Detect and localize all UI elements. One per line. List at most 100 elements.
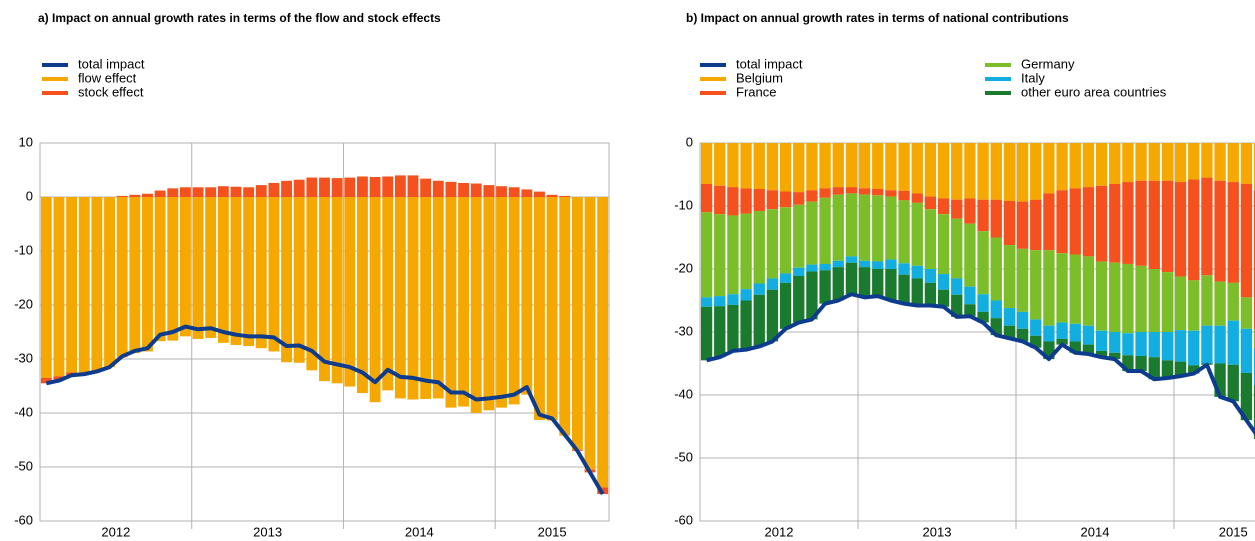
plot: -60 -50 -40 -30 -20 -10 0 10 2012 2013 2014 2015 tot… <box>14 56 610 539</box>
bar <box>205 197 217 338</box>
x-group-label: 2014 <box>1081 524 1110 539</box>
bar <box>1227 182 1239 283</box>
bar <box>584 197 596 470</box>
bar <box>534 191 545 197</box>
bar <box>951 278 963 295</box>
bar <box>832 143 844 188</box>
bar <box>1003 308 1016 326</box>
legend-label: Belgium <box>736 70 783 85</box>
bar <box>937 274 950 290</box>
legend-label: Germany <box>1021 56 1075 71</box>
bar <box>806 143 818 191</box>
bar <box>534 197 545 421</box>
bar <box>977 311 989 323</box>
bar <box>779 143 792 192</box>
bar <box>217 197 229 343</box>
bar <box>508 187 520 197</box>
bar <box>753 188 765 212</box>
bar <box>832 267 844 301</box>
bar <box>1109 332 1121 353</box>
bar <box>1161 272 1174 332</box>
bar <box>753 283 765 295</box>
bar <box>951 294 963 317</box>
y-tick-label: -50 <box>674 449 693 464</box>
bar <box>714 306 726 358</box>
bar <box>898 263 910 275</box>
y-tick-label: -40 <box>14 404 33 419</box>
bar <box>1043 250 1055 326</box>
bar <box>483 197 495 411</box>
bar <box>1227 364 1239 402</box>
bar <box>205 187 217 197</box>
bar <box>255 197 267 349</box>
bar <box>1148 357 1160 380</box>
bar <box>700 212 713 298</box>
bar <box>793 275 805 323</box>
y-tick-label: -30 <box>14 350 33 365</box>
bar <box>192 187 204 197</box>
legend-label: other euro area countries <box>1021 84 1167 99</box>
bar <box>766 190 779 210</box>
bar <box>753 143 765 189</box>
bar <box>885 269 897 301</box>
bar <box>911 193 923 203</box>
bar <box>559 197 571 436</box>
bar <box>1201 143 1213 178</box>
bar <box>369 197 381 403</box>
bar <box>937 289 950 307</box>
bar <box>806 190 818 202</box>
bar <box>53 197 65 377</box>
bar <box>546 197 558 421</box>
bar <box>1043 325 1055 342</box>
bar <box>1109 352 1121 360</box>
bar <box>78 197 90 373</box>
bar <box>766 289 779 342</box>
bar <box>845 262 858 295</box>
bar <box>1161 143 1174 181</box>
bar <box>356 176 368 197</box>
bar <box>885 196 897 260</box>
bar <box>382 197 394 391</box>
bar <box>1214 180 1226 282</box>
bar <box>1030 250 1042 320</box>
bar <box>1043 143 1055 194</box>
y-tick-label: -40 <box>674 386 693 401</box>
bar <box>1135 143 1147 181</box>
legend-label: France <box>736 84 776 99</box>
bar <box>885 190 897 197</box>
bar <box>779 207 792 274</box>
bar <box>142 197 153 352</box>
bar <box>845 187 858 194</box>
bar <box>924 269 937 283</box>
bar <box>937 143 950 199</box>
bar <box>1030 319 1042 336</box>
bar <box>356 197 368 394</box>
bar <box>1188 280 1200 331</box>
bar <box>293 179 305 197</box>
bar <box>858 260 871 268</box>
bar <box>1227 320 1239 365</box>
bar <box>1148 332 1160 358</box>
bar <box>1095 350 1108 358</box>
bar <box>806 201 818 265</box>
bar <box>714 296 726 307</box>
bar <box>1109 143 1121 184</box>
bar <box>167 188 179 197</box>
bar <box>740 188 752 214</box>
bar <box>407 197 419 400</box>
bar <box>1069 341 1081 353</box>
bar <box>924 143 937 197</box>
bar <box>40 197 52 378</box>
bar <box>740 213 752 290</box>
bar <box>1253 385 1255 440</box>
bar <box>990 237 1002 301</box>
y-tick-label: -60 <box>674 512 693 527</box>
line <box>706 292 1255 437</box>
bar <box>1227 143 1239 183</box>
bar <box>167 197 179 341</box>
bar <box>977 143 989 200</box>
bar <box>1003 143 1016 201</box>
bar <box>819 263 831 271</box>
bar <box>964 223 976 287</box>
bar <box>445 197 457 408</box>
